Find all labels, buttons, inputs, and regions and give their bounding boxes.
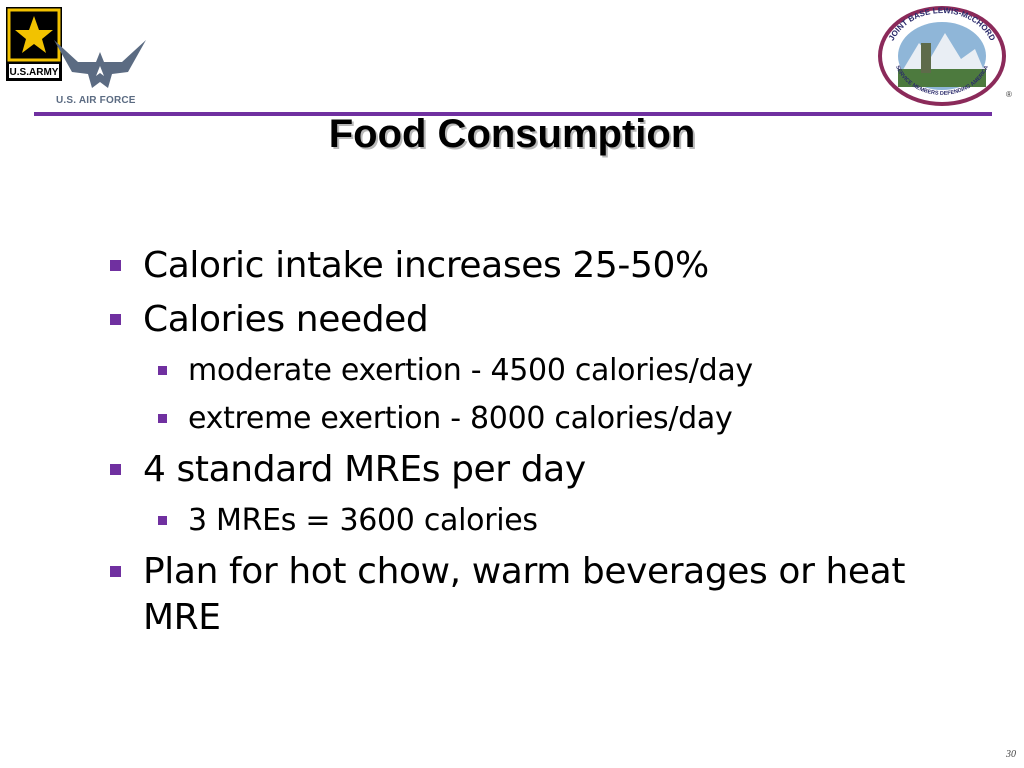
sub-bullet-item: moderate exertion - 4500 calories/day: [108, 351, 928, 391]
square-bullet-icon: [110, 314, 121, 325]
bullet-text: moderate exertion - 4500 calories/day: [188, 353, 753, 388]
us-army-logo: U.S.ARMY: [6, 7, 62, 81]
page-number: 30: [1006, 749, 1016, 760]
square-bullet-icon: [110, 260, 121, 271]
bullet-text: Plan for hot chow, warm beverages or hea…: [143, 551, 906, 638]
bullet-list: Caloric intake increases 25-50% Calories …: [108, 243, 928, 649]
us-air-force-logo: [54, 40, 146, 88]
square-bullet-icon: [110, 464, 121, 475]
bullet-text: 3 MREs = 3600 calories: [188, 503, 538, 538]
bullet-text: Caloric intake increases 25-50%: [143, 245, 709, 286]
bullet-item: Plan for hot chow, warm beverages or hea…: [108, 549, 928, 641]
bullet-item: Calories needed: [108, 297, 928, 343]
bullet-item: 4 standard MREs per day: [108, 447, 928, 493]
bullet-text: Calories needed: [143, 299, 429, 340]
air-force-wings-icon: [54, 40, 146, 88]
square-bullet-icon: [158, 414, 167, 423]
sub-bullet-item: extreme exertion - 8000 calories/day: [108, 399, 928, 439]
header-divider: [34, 112, 992, 116]
army-logo-text: U.S.ARMY: [10, 67, 59, 78]
bullet-text: extreme exertion - 8000 calories/day: [188, 401, 733, 436]
bullet-text: 4 standard MREs per day: [143, 449, 586, 490]
sub-bullet-item: 3 MREs = 3600 calories: [108, 501, 928, 541]
slide-title: Food Consumption: [328, 112, 696, 156]
registered-mark: ®: [1006, 90, 1012, 99]
square-bullet-icon: [110, 566, 121, 577]
square-bullet-icon: [158, 366, 167, 375]
square-bullet-icon: [158, 516, 167, 525]
air-force-logo-text: U.S. AIR FORCE: [56, 95, 136, 106]
jblm-seal-logo: JOINT BASE LEWIS-McCHORD SERVICE MEMBERS…: [878, 6, 1006, 106]
bullet-item: Caloric intake increases 25-50%: [108, 243, 928, 289]
army-star-icon: [15, 16, 53, 53]
